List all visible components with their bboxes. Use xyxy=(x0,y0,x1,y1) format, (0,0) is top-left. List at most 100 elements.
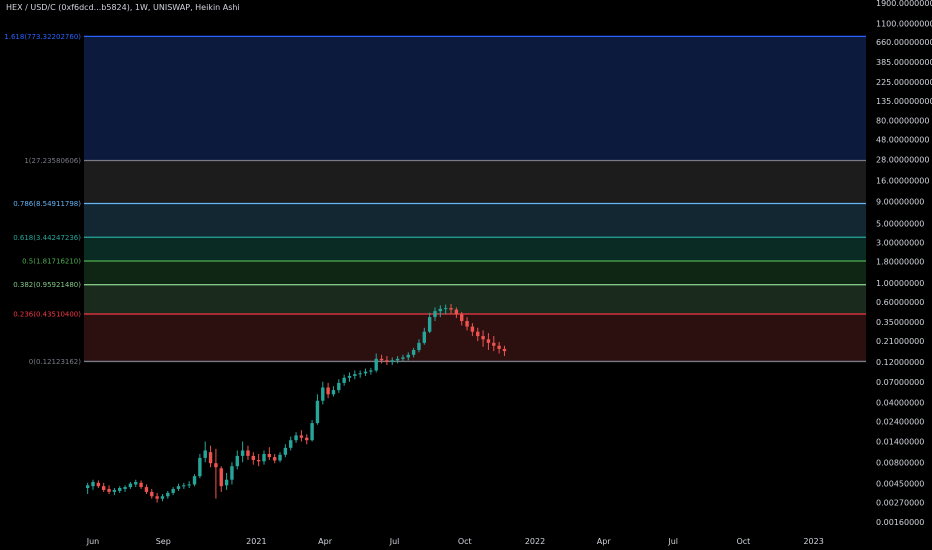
candle-body xyxy=(347,375,352,378)
candle-body xyxy=(123,487,127,489)
y-tick-label: 385.00000000 xyxy=(876,58,932,67)
candle-body xyxy=(438,308,443,312)
x-tick-label: 2022 xyxy=(525,537,545,546)
candle-body xyxy=(481,336,485,340)
candle-body xyxy=(262,454,266,462)
x-tick-label: Sep xyxy=(156,537,171,546)
candle-body xyxy=(443,308,448,310)
candle-body xyxy=(385,360,389,362)
y-tick-label: 16.00000000 xyxy=(876,176,929,185)
x-tick-label: Jul xyxy=(667,537,678,546)
candle-body xyxy=(166,492,170,497)
candle-body xyxy=(353,374,357,376)
candle-body xyxy=(401,357,405,359)
candle-body xyxy=(449,308,453,310)
candle-body xyxy=(224,479,229,486)
y-tick-label: 1900.00000000 xyxy=(876,0,932,8)
candle-body xyxy=(390,360,394,362)
candle-body xyxy=(342,377,346,383)
candle-body xyxy=(492,342,496,346)
candle-body xyxy=(315,400,320,424)
candle-body xyxy=(283,447,288,455)
x-tick-label: Oct xyxy=(736,537,750,546)
candle-body xyxy=(112,489,117,492)
candle-body xyxy=(310,423,314,441)
y-tick-label: 28.00000000 xyxy=(876,155,929,164)
candle-body xyxy=(497,345,501,349)
candle-body xyxy=(278,454,282,461)
chart-title: HEX / USD/C (0xf6dcd...b5824), 1W, UNISW… xyxy=(6,3,240,12)
y-tick-label: 9.00000000 xyxy=(876,198,924,207)
x-tick-label: Apr xyxy=(318,537,333,546)
x-tick-label: Oct xyxy=(458,537,472,546)
x-tick-label: Apr xyxy=(597,537,612,546)
fib-zone xyxy=(84,203,866,238)
candle-body xyxy=(272,457,277,461)
candle-body xyxy=(374,358,378,371)
candle-body xyxy=(240,450,245,456)
candle-body xyxy=(101,486,106,490)
candle-body xyxy=(454,309,459,315)
y-tick-label: 0.00450000 xyxy=(876,480,924,489)
fib-zone xyxy=(84,36,866,161)
candle-body xyxy=(427,317,432,332)
candle-body xyxy=(379,358,384,361)
fib-level-label: 0.5(1.81716210) xyxy=(22,257,81,265)
fib-level-label: 0.382(0.95921480) xyxy=(13,281,81,289)
candle-body xyxy=(192,476,197,485)
candle-body xyxy=(187,484,191,486)
candle-body xyxy=(470,326,475,332)
fib-level-label: 0.618(3.44247236) xyxy=(13,234,81,242)
y-tick-label: 0.35000000 xyxy=(876,318,924,327)
candle-body xyxy=(406,354,410,358)
candle-body xyxy=(299,435,304,438)
y-tick-label: 225.00000000 xyxy=(876,78,932,87)
candle-body xyxy=(144,487,149,492)
y-tick-label: 0.00160000 xyxy=(876,518,924,527)
y-tick-label: 1.00000000 xyxy=(876,279,924,288)
fib-zone xyxy=(84,260,866,285)
candle-body xyxy=(128,483,133,488)
candle-body xyxy=(171,488,175,493)
candle-body xyxy=(118,488,122,491)
candle-body xyxy=(433,311,437,318)
x-tick-label: Jun xyxy=(86,537,100,546)
candle-body xyxy=(235,455,239,467)
y-tick-label: 48.00000000 xyxy=(876,135,929,144)
fib-zone xyxy=(84,284,866,315)
x-tick-label: Jul xyxy=(389,537,400,546)
candle-body xyxy=(460,314,464,322)
candle-body xyxy=(294,435,298,441)
fib-level-label: 0(0.12123162) xyxy=(29,358,81,366)
candle-body xyxy=(358,373,362,375)
candle-body xyxy=(465,321,469,327)
candle-body xyxy=(337,382,341,391)
y-tick-label: 0.60000000 xyxy=(876,298,924,307)
candle-body xyxy=(160,496,165,499)
fib-zone xyxy=(84,160,866,204)
candle-body xyxy=(198,457,202,477)
candle-body xyxy=(182,485,186,487)
candle-body xyxy=(321,387,325,401)
candle-body xyxy=(208,452,213,464)
y-tick-label: 80.00000000 xyxy=(876,117,929,126)
candle-body xyxy=(502,348,507,352)
candle-body xyxy=(96,482,101,487)
candle-body xyxy=(203,450,207,458)
candle-body xyxy=(326,387,330,395)
candle-body xyxy=(331,390,336,395)
fib-level-label: 1.618(773.32202760) xyxy=(4,33,81,41)
candle-body xyxy=(363,371,368,374)
fib-level-label: 1(27.23580606) xyxy=(24,157,81,165)
fib-level-label: 0.236(0.43510400) xyxy=(13,311,81,319)
fib-zone xyxy=(84,314,866,362)
candle-body xyxy=(256,460,261,462)
candle-body xyxy=(85,485,90,489)
y-tick-label: 0.00800000 xyxy=(876,458,924,467)
y-tick-label: 0.07000000 xyxy=(876,378,924,387)
candle-body xyxy=(176,486,181,489)
candle-body xyxy=(91,482,95,487)
candle-body xyxy=(139,482,143,488)
